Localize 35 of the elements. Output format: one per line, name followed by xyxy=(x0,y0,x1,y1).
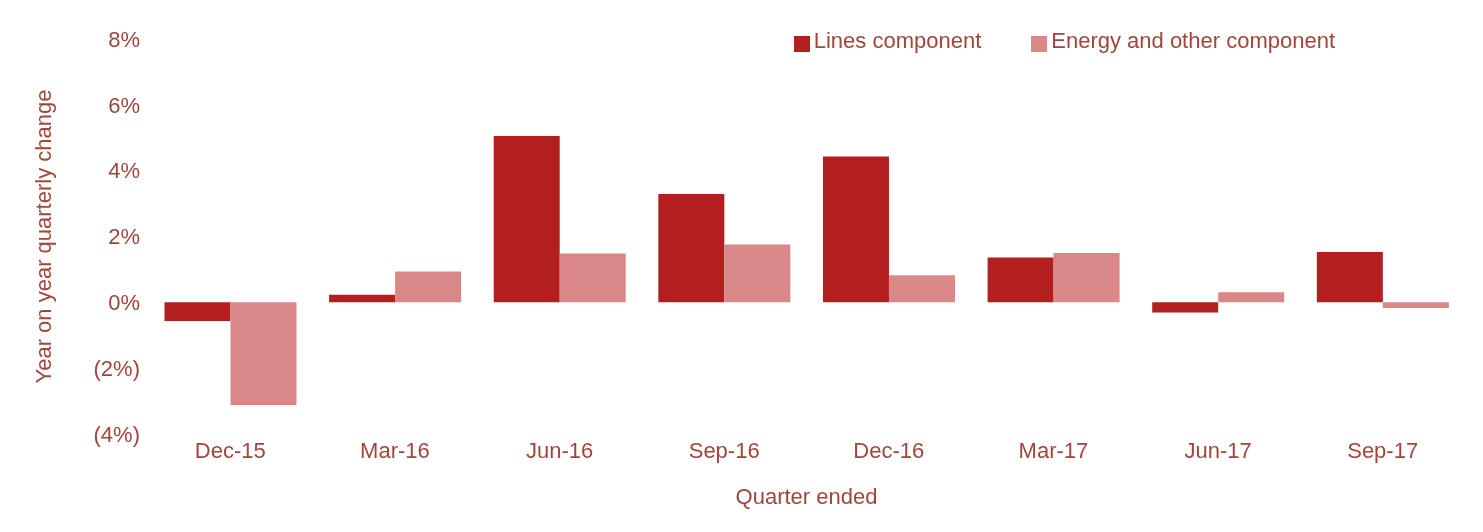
y-axis-title: Year on year quarterly change xyxy=(30,89,56,384)
bar xyxy=(164,302,231,322)
y-tick-label: 2% xyxy=(108,224,140,250)
y-tick-label: (2%) xyxy=(93,355,140,381)
y-tick-label: 0% xyxy=(108,290,140,316)
bar xyxy=(1316,251,1383,303)
y-tick-label: 4% xyxy=(108,158,140,184)
x-axis-title: Quarter ended xyxy=(735,484,878,509)
x-tick-label: Dec-16 xyxy=(853,437,925,463)
bar xyxy=(1053,252,1120,303)
bar xyxy=(1382,302,1449,308)
x-tick-label: Dec-15 xyxy=(194,437,266,463)
bar xyxy=(822,156,889,303)
bar xyxy=(493,136,560,303)
bar xyxy=(658,194,725,303)
bar xyxy=(329,294,396,303)
bar xyxy=(395,271,462,303)
x-tick-label: Mar-17 xyxy=(1018,437,1089,463)
bar xyxy=(888,275,955,303)
x-tick-label: Jun-16 xyxy=(525,437,594,463)
y-tick-label: 6% xyxy=(108,92,140,118)
bar xyxy=(559,253,626,303)
x-tick-label: Jun-17 xyxy=(1184,437,1252,463)
x-tick-label: Sep-17 xyxy=(1347,437,1419,463)
x-tick-label: Mar-16 xyxy=(360,437,430,463)
bar xyxy=(724,244,791,303)
x-tick-label: Sep-16 xyxy=(688,437,760,463)
bar xyxy=(987,257,1054,303)
bar xyxy=(230,302,297,406)
legend-label: Energy and other component xyxy=(1051,28,1335,53)
y-tick-label: 8% xyxy=(108,26,140,52)
bar xyxy=(1218,292,1285,303)
y-tick-label: (4%) xyxy=(93,421,140,447)
legend-label: Lines component xyxy=(813,28,982,53)
bar xyxy=(1152,302,1219,313)
